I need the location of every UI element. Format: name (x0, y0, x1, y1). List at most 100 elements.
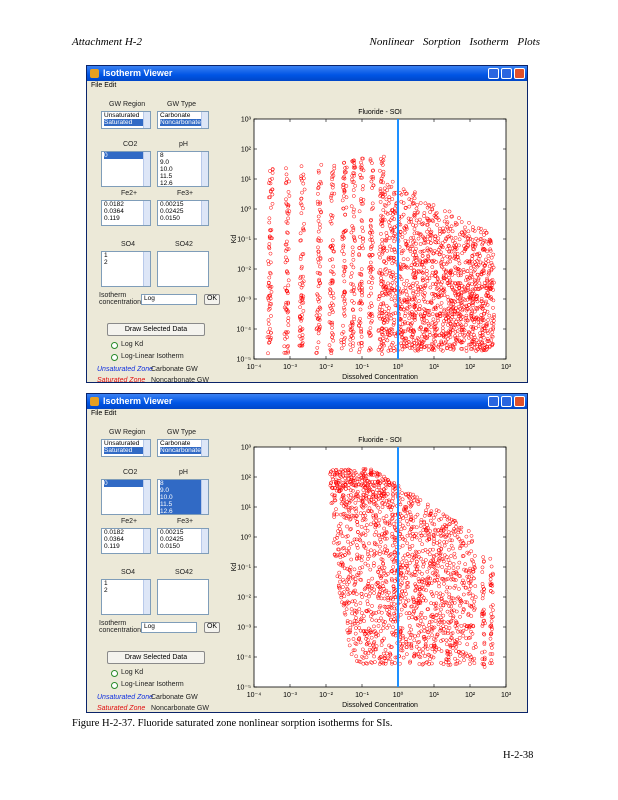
minimize-button[interactable] (488, 68, 499, 79)
x-tick-label: 10¹ (429, 692, 440, 699)
list-item[interactable]: 0.00215 (160, 201, 184, 208)
list-item[interactable]: 11.5 (160, 173, 173, 180)
x-tick-label: 10² (465, 692, 476, 699)
list-item[interactable]: 11.5 (160, 501, 208, 508)
control-label: Noncarbonate GW (151, 705, 209, 712)
close-button[interactable] (514, 396, 525, 407)
maximize-button[interactable] (501, 68, 512, 79)
list-item[interactable]: 0.00215 (160, 529, 184, 536)
list-item[interactable]: 2 (104, 259, 108, 266)
x-tick-label: 10² (465, 364, 476, 371)
list-item[interactable]: 0.119 (104, 543, 120, 550)
y-tick-label: 10⁻² (237, 267, 251, 274)
app-window: Isotherm Viewer File Edit GW Region Unsatur… (86, 393, 528, 713)
list-item[interactable]: 0.0182 (104, 529, 124, 536)
scroll-bar (143, 529, 150, 553)
list-item[interactable]: 9.0 (160, 159, 170, 166)
list-box[interactable]: Unsaturated Saturated (101, 439, 151, 457)
draw-button[interactable]: Draw Selected Data (107, 323, 205, 336)
maximize-button[interactable] (501, 396, 512, 407)
list-box[interactable]: 0.00215 0.02425 0.0150 (157, 200, 209, 226)
y-tick-label: 10⁻⁴ (237, 327, 252, 334)
control-label: Saturated Zone (97, 705, 146, 712)
radio-button[interactable] (111, 354, 118, 361)
y-tick-label: 10² (241, 475, 252, 482)
window-title: Isotherm Viewer (103, 68, 173, 78)
x-tick-label: 10⁻³ (283, 364, 297, 371)
list-item[interactable]: 10.0 (160, 166, 173, 173)
list-item[interactable]: 9.0 (160, 487, 208, 494)
y-tick-label: 10¹ (241, 505, 252, 512)
list-item[interactable]: 0 (104, 152, 150, 159)
list-box[interactable]: 0.0182 0.0364 0.119 (101, 528, 151, 554)
dropdown[interactable]: Log (141, 294, 197, 305)
list-item[interactable]: 10.0 (160, 494, 208, 501)
control-label: Log-Linear Isotherm (121, 681, 184, 688)
list-item[interactable]: Saturated (104, 119, 150, 126)
y-tick-label: 10¹ (241, 177, 252, 184)
list-box[interactable] (157, 579, 209, 615)
list-item[interactable]: Noncarbonate (160, 447, 208, 454)
list-item[interactable]: 1 (104, 580, 108, 587)
dropdown[interactable]: Log (141, 622, 197, 633)
list-box[interactable]: 8 9.0 10.0 11.5 12.6 (157, 479, 209, 515)
list-box[interactable] (157, 251, 209, 287)
list-item[interactable]: 0.0150 (160, 215, 180, 222)
list-item[interactable]: Unsaturated (104, 112, 140, 119)
plot-area (253, 446, 507, 688)
list-item[interactable]: 0.0150 (160, 543, 180, 550)
ok-button[interactable]: OK (204, 294, 220, 305)
title-bar: Isotherm Viewer (87, 66, 527, 81)
menu-bar: File Edit (91, 82, 117, 89)
list-item[interactable]: 0.0182 (104, 201, 124, 208)
minimize-button[interactable] (488, 396, 499, 407)
list-box[interactable]: Unsaturated Saturated (101, 111, 151, 129)
draw-button[interactable]: Draw Selected Data (107, 651, 205, 664)
list-item[interactable]: 0.02425 (160, 536, 184, 543)
list-item[interactable]: 0.119 (104, 215, 120, 222)
app-icon (90, 69, 99, 78)
scroll-bar (143, 201, 150, 225)
list-item[interactable]: Carbonate (160, 112, 191, 119)
list-item[interactable]: 0.02425 (160, 208, 184, 215)
y-tick-label: 10⁻³ (237, 625, 251, 632)
control-label: Fe2+ (121, 190, 138, 197)
list-box[interactable]: 0.00215 0.02425 0.0150 (157, 528, 209, 554)
control-label: Log-Linear Isotherm (121, 353, 184, 360)
list-item[interactable]: Unsaturated (104, 440, 140, 447)
list-item[interactable]: Saturated (104, 447, 150, 454)
list-item[interactable]: Noncarbonate (160, 119, 208, 126)
list-item[interactable]: 0 (104, 480, 150, 487)
list-box[interactable]: 0 (101, 479, 151, 515)
radio-button[interactable] (111, 682, 118, 689)
x-tick-label: 10⁰ (393, 363, 404, 371)
ok-button[interactable]: OK (204, 622, 220, 633)
list-box[interactable]: 0.0182 0.0364 0.119 (101, 200, 151, 226)
radio-button[interactable] (111, 342, 118, 349)
y-tick-label: 10⁻⁵ (237, 685, 251, 692)
close-button[interactable] (514, 68, 525, 79)
list-item[interactable]: 0.0364 (104, 536, 124, 543)
scatter-points (265, 154, 496, 356)
x-tick-label: 10¹ (429, 364, 440, 371)
control-label: Saturated Zone (97, 377, 146, 384)
list-item[interactable]: 12.6 (160, 180, 173, 187)
x-axis-label: Dissolved Concentration (342, 374, 418, 381)
list-box[interactable]: Carbonate Noncarbonate (157, 111, 209, 129)
list-box[interactable]: 8 9.0 10.0 11.5 12.6 (157, 151, 209, 187)
list-item[interactable]: 8 (160, 152, 164, 159)
list-box[interactable]: Carbonate Noncarbonate (157, 439, 209, 457)
radio-button[interactable] (111, 670, 118, 677)
y-axis-label: Kd (231, 563, 238, 572)
list-box[interactable]: 0 (101, 151, 151, 187)
y-tick-label: 10³ (241, 117, 252, 124)
list-item[interactable]: 2 (104, 587, 108, 594)
list-item[interactable]: 0.0364 (104, 208, 124, 215)
list-item[interactable]: 8 (160, 480, 208, 487)
list-item[interactable]: 1 (104, 252, 108, 259)
list-item[interactable]: 12.6 (160, 508, 208, 514)
list-item[interactable]: Carbonate (160, 440, 191, 447)
x-tick-label: 10⁻² (319, 692, 333, 699)
